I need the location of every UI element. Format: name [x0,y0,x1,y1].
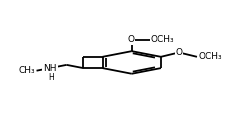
Text: O: O [127,35,134,44]
Text: O: O [175,48,183,57]
Text: CH₃: CH₃ [19,66,35,75]
Text: H: H [48,73,54,82]
Text: OCH₃: OCH₃ [151,35,175,44]
Text: NH: NH [43,64,57,73]
Text: OCH₃: OCH₃ [198,52,222,61]
